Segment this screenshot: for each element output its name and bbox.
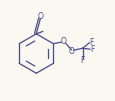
- Text: F: F: [89, 45, 93, 54]
- Text: F: F: [88, 38, 93, 47]
- Text: O: O: [60, 37, 66, 46]
- Text: O: O: [69, 47, 74, 56]
- Text: O: O: [37, 12, 43, 21]
- Text: F: F: [80, 56, 84, 65]
